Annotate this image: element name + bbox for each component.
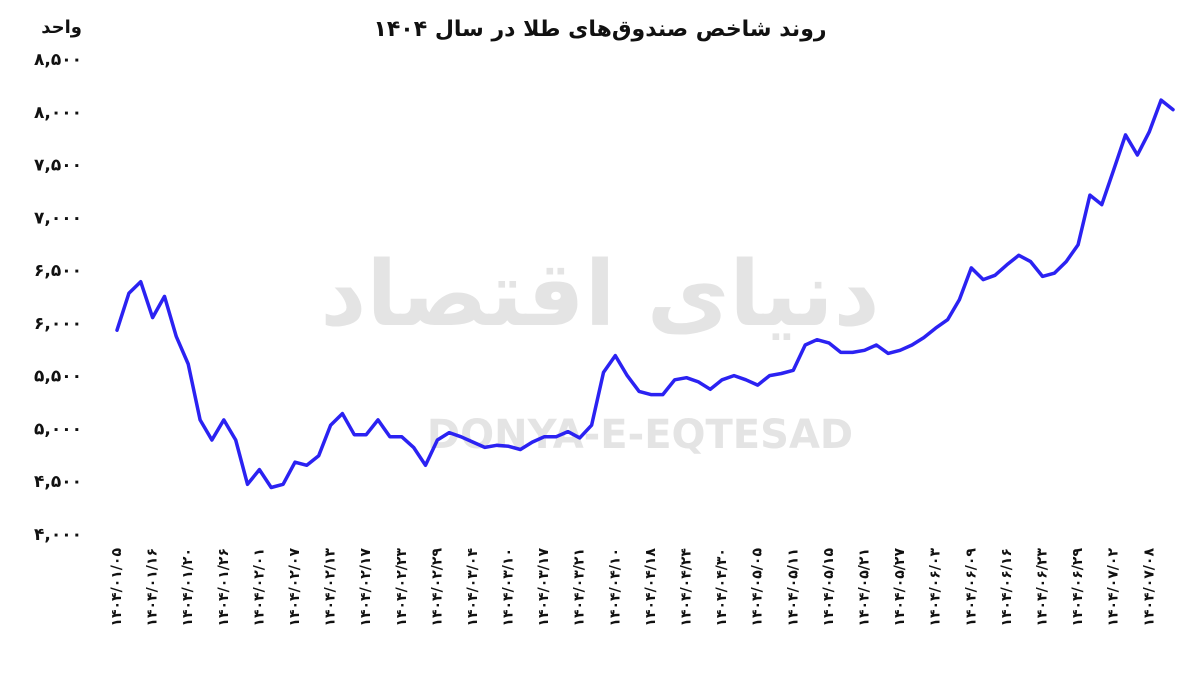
x-tick-label: ۱۴۰۴/۰۵/۲۱: [857, 548, 873, 627]
x-tick-label: ۱۴۰۴/۰۶/۰۳: [928, 548, 944, 627]
x-tick-label: ۱۴۰۴/۰۴/۱۸: [643, 548, 659, 627]
x-tick-label: ۱۴۰۴/۰۲/۱۳: [323, 548, 339, 627]
x-tick-label: ۱۴۰۴/۰۵/۰۵: [750, 548, 766, 627]
y-tick-label: ۷,۵۰۰: [34, 156, 82, 176]
x-tick-label: ۱۴۰۴/۰۶/۱۶: [999, 548, 1015, 627]
x-tick-label: ۱۴۰۴/۰۱/۲۶: [216, 548, 232, 627]
x-tick-label: ۱۴۰۴/۰۶/۲۹: [1070, 548, 1086, 627]
x-tick-label: ۱۴۰۴/۰۷/۰۸: [1141, 548, 1157, 627]
y-tick-label: ۶,۵۰۰: [34, 261, 82, 281]
x-tick-label: ۱۴۰۴/۰۳/۱۰: [501, 548, 517, 627]
x-tick-label: ۱۴۰۴/۰۴/۱۰: [607, 548, 623, 627]
x-tick-label: ۱۴۰۴/۰۵/۲۷: [892, 548, 908, 627]
x-tick-label: ۱۴۰۴/۰۲/۰۷: [287, 548, 303, 627]
x-tick-label: ۱۴۰۴/۰۳/۰۴: [465, 548, 481, 627]
x-tick-label: ۱۴۰۴/۰۷/۰۲: [1106, 548, 1122, 627]
y-tick-label: ۴,۰۰۰: [34, 525, 82, 545]
y-tick-label: ۷,۰۰۰: [34, 208, 82, 228]
x-tick-label: ۱۴۰۴/۰۱/۰۵: [109, 548, 125, 627]
x-tick-label: ۱۴۰۴/۰۲/۱۷: [358, 548, 374, 627]
y-tick-label: ۵,۰۰۰: [34, 419, 82, 439]
x-tick-label: ۱۴۰۴/۰۱/۱۶: [145, 548, 161, 627]
x-tick-label: ۱۴۰۴/۰۶/۲۳: [1034, 548, 1050, 627]
y-tick-label: ۶,۰۰۰: [34, 314, 82, 334]
watermark-latin: DONYA-E-EQTESAD: [427, 412, 853, 458]
x-tick-label: ۱۴۰۴/۰۵/۱۵: [821, 548, 837, 627]
x-tick-label: ۱۴۰۴/۰۴/۲۴: [679, 548, 695, 627]
x-tick-label: ۱۴۰۴/۰۳/۱۷: [536, 548, 552, 627]
x-tick-label: ۱۴۰۴/۰۱/۲۰: [180, 548, 196, 627]
y-tick-label: ۴,۵۰۰: [34, 472, 82, 492]
y-tick-label: ۸,۰۰۰: [34, 103, 82, 123]
x-tick-label: ۱۴۰۴/۰۵/۱۱: [785, 548, 801, 627]
watermark: دنیای اقتصاد: [320, 242, 880, 347]
y-axis-label: واحد: [41, 17, 82, 38]
y-tick-label: ۸,۵۰۰: [34, 50, 82, 70]
x-tick-label: ۱۴۰۴/۰۴/۳۰: [714, 548, 730, 627]
x-tick-label: ۱۴۰۴/۰۳/۲۱: [572, 548, 588, 627]
x-tick-label: ۱۴۰۴/۰۲/۰۱: [251, 548, 267, 627]
x-tick-label: ۱۴۰۴/۰۶/۰۹: [963, 548, 979, 627]
data-line: [115, 98, 1175, 490]
x-tick-label: ۱۴۰۴/۰۲/۲۳: [394, 548, 410, 627]
chart-title: روند شاخص صندوق‌های طلا در سال ۱۴۰۴: [373, 17, 826, 42]
y-tick-label: ۵,۵۰۰: [34, 367, 82, 387]
x-tick-label: ۱۴۰۴/۰۲/۲۹: [429, 548, 445, 627]
